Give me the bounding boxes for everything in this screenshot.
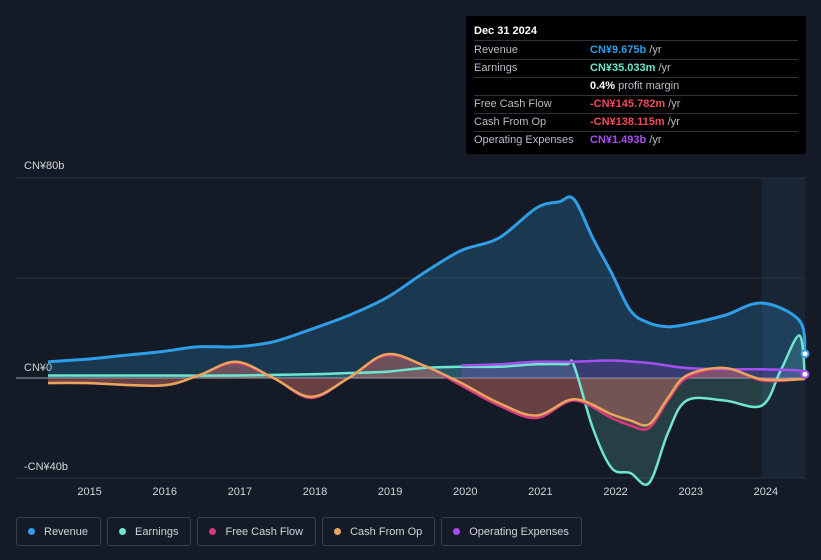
- chart-area: CN¥80b CN¥0 -CN¥40b 2015 2016 2017 2018 2019 202…: [16, 160, 810, 498]
- tooltip-row-unit: /yr: [668, 98, 681, 110]
- end-point-revenue: [800, 349, 810, 359]
- legend: Revenue Earnings Free Cash Flow Cash From O…: [16, 517, 588, 546]
- tooltip-row-label: Free Cash Flow: [474, 98, 552, 110]
- x-tick-label: 2015: [77, 486, 101, 498]
- tooltip-row: Cash From Op -CN¥138.115m/yr: [474, 114, 798, 132]
- area-cash-from-op: [48, 353, 805, 426]
- line-revenue: [47, 195, 807, 364]
- tooltip-row-unit: /yr: [667, 116, 680, 128]
- tooltip-panel: Dec 31 2024 Revenue CN¥9.675b/yr Earnings C…: [466, 16, 806, 154]
- tooltip-row: Free Cash Flow -CN¥145.782m/yr: [474, 96, 798, 114]
- x-tick-label: 2021: [528, 486, 552, 498]
- legend-item-cash-from-op[interactable]: Cash From Op: [322, 517, 436, 546]
- tooltip-row-unit: /yr: [658, 62, 671, 74]
- y-tick-label: -CN¥40b: [24, 461, 68, 473]
- legend-label: Operating Expenses: [469, 525, 569, 538]
- x-tick-label: 2019: [378, 486, 402, 498]
- legend-item-free-cash-flow[interactable]: Free Cash Flow: [197, 517, 317, 546]
- tooltip-row-label: Revenue: [474, 44, 519, 56]
- area-revenue: [48, 196, 805, 378]
- legend-label: Revenue: [44, 525, 89, 538]
- tooltip-row: Revenue CN¥9.675b/yr: [474, 42, 798, 60]
- legend-dot-icon: [119, 528, 127, 535]
- x-tick-label: 2024: [754, 486, 778, 498]
- legend-item-operating-expenses[interactable]: Operating Expenses: [441, 517, 582, 546]
- legend-item-revenue[interactable]: Revenue: [16, 517, 102, 546]
- tooltip-row-value: CN¥35.033m: [590, 62, 656, 74]
- tooltip-row-unit: profit margin: [618, 80, 680, 92]
- tooltip-row-value: -CN¥138.115m: [590, 116, 665, 128]
- tooltip-row-label: Operating Expenses: [474, 134, 574, 146]
- x-tick-label: 2023: [678, 486, 702, 498]
- tooltip-row-value: CN¥9.675b: [590, 44, 647, 56]
- area-earnings: [48, 335, 805, 485]
- line-cash-from-op: [47, 352, 807, 427]
- tooltip-row: Earnings CN¥35.033m/yr: [474, 60, 798, 78]
- tooltip-row-label: Cash From Op: [474, 116, 547, 128]
- tooltip-row: 0.4% profit margin: [474, 78, 798, 96]
- x-tick-label: 2018: [303, 486, 327, 498]
- line-operating-expenses: [461, 359, 807, 376]
- area-free-cash-flow: [48, 355, 805, 430]
- x-tick-label: 2020: [453, 486, 477, 498]
- highlight-band: [761, 178, 805, 478]
- tooltip-row-label: [474, 78, 590, 95]
- legend-item-earnings[interactable]: Earnings: [107, 517, 192, 546]
- legend-dot-icon: [28, 528, 35, 535]
- x-tick-label: 2022: [603, 486, 627, 498]
- legend-label: Free Cash Flow: [225, 525, 304, 538]
- tooltip-row-value: CN¥1.493b: [590, 134, 647, 146]
- end-point-operating-expenses: [800, 369, 810, 379]
- legend-label: Earnings: [135, 525, 179, 538]
- tooltip-row-label: Earnings: [474, 62, 518, 74]
- tooltip-row-unit: /yr: [649, 44, 662, 56]
- y-tick-label: CN¥0: [24, 362, 52, 374]
- tooltip-row-value: -CN¥145.782m: [590, 98, 666, 110]
- x-tick-label: 2017: [228, 486, 252, 498]
- legend-dot-icon: [453, 528, 461, 535]
- y-tick-label: CN¥80b: [24, 160, 64, 172]
- tooltip-row-value: 0.4%: [590, 80, 616, 92]
- legend-label: Cash From Op: [350, 525, 423, 538]
- x-tick-label: 2016: [152, 486, 176, 498]
- legend-dot-icon: [334, 528, 342, 535]
- legend-dot-icon: [209, 528, 217, 535]
- tooltip-row-unit: /yr: [649, 134, 662, 146]
- tooltip-date: Dec 31 2024: [474, 24, 798, 41]
- tooltip-row: Operating Expenses CN¥1.493b/yr: [474, 132, 798, 149]
